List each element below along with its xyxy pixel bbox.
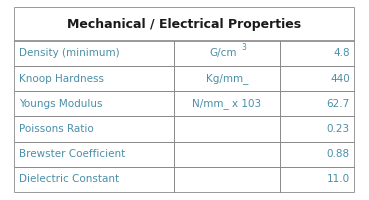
Bar [15, 116, 354, 142]
Bar [15, 66, 354, 91]
Text: Mechanical / Electrical Properties: Mechanical / Electrical Properties [68, 18, 301, 31]
Text: G/cm: G/cm [210, 48, 237, 58]
Text: Dielectric Constant: Dielectric Constant [19, 174, 119, 184]
Text: 440: 440 [330, 74, 350, 84]
Text: 11.0: 11.0 [327, 174, 350, 184]
Text: Brewster Coefficient: Brewster Coefficient [19, 149, 125, 159]
Text: Kg/mm_: Kg/mm_ [206, 73, 248, 84]
Bar [15, 142, 354, 167]
Bar [15, 167, 354, 192]
Text: 4.8: 4.8 [333, 48, 350, 58]
Text: Knoop Hardness: Knoop Hardness [19, 74, 104, 84]
Bar [15, 41, 354, 66]
Text: Density (minimum): Density (minimum) [19, 48, 120, 58]
Text: N/mm_ x 103: N/mm_ x 103 [192, 98, 262, 109]
Text: 0.88: 0.88 [327, 149, 350, 159]
Text: 0.23: 0.23 [327, 124, 350, 134]
Text: 3: 3 [241, 43, 246, 52]
Text: Poissons Ratio: Poissons Ratio [19, 124, 94, 134]
Bar [15, 8, 354, 41]
Text: Youngs Modulus: Youngs Modulus [19, 99, 103, 109]
Text: 62.7: 62.7 [327, 99, 350, 109]
Bar [15, 91, 354, 116]
